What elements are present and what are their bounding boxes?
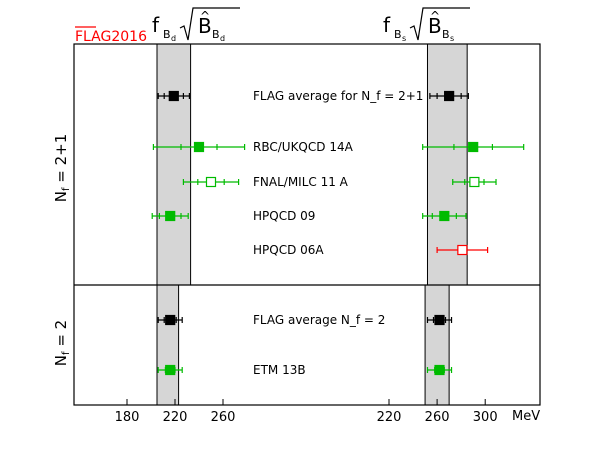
right-header-hat: ^ <box>430 9 440 23</box>
right-sqrt-sign <box>409 7 470 41</box>
marker <box>468 141 479 153</box>
data-point-left <box>152 141 246 153</box>
average-band-left-group-0 <box>156 43 192 286</box>
left-header-b: B <box>198 14 212 38</box>
x-tick-label-left: 180 <box>115 410 140 425</box>
right-header: f B s B ^ B s <box>383 7 470 43</box>
marker <box>439 210 450 222</box>
row-label: FLAG average N_f = 2 <box>253 313 385 327</box>
right-header-b-subsub: s <box>450 34 454 43</box>
marker <box>444 90 455 102</box>
x-tick-label-left: 260 <box>211 410 236 425</box>
marker <box>165 210 176 222</box>
row-label: FNAL/MILC 11 A <box>253 175 349 189</box>
data-point-left <box>157 314 183 326</box>
data-point-right <box>436 244 489 256</box>
left-header-b-sub: B <box>212 28 220 41</box>
data-point-left <box>151 210 189 222</box>
data-points <box>151 90 525 376</box>
left-header-subsub: d <box>171 34 176 43</box>
left-sqrt-sign <box>179 7 240 41</box>
right-header-sub: B <box>394 28 402 41</box>
data-point-right <box>426 314 453 326</box>
marker <box>457 244 468 256</box>
marker <box>434 314 445 326</box>
marker <box>165 314 176 326</box>
plot-frame <box>73 43 541 406</box>
x-tick-label-right: 300 <box>473 410 498 425</box>
left-header: f B d B ^ B d <box>152 7 240 43</box>
right-header-main: f <box>383 13 391 37</box>
row-label: HPQCD 09 <box>253 209 315 223</box>
data-point-right <box>426 364 453 376</box>
left-header-main: f <box>152 13 160 37</box>
unit-label: MeV <box>512 409 540 424</box>
x-tick-label-right: 220 <box>377 410 402 425</box>
marker <box>434 364 445 376</box>
marker <box>165 364 176 376</box>
average-band-left-group-1 <box>156 284 180 406</box>
row-label: RBC/UKQCD 14A <box>253 140 354 154</box>
data-point-left <box>157 90 190 102</box>
group-label-nf-2: Nf = 2 <box>52 320 72 366</box>
row-label: FLAG average for N_f = 2+1 <box>253 89 423 103</box>
flag-logo: FLAG2016 <box>75 29 147 45</box>
group-label-nf-2plus1: Nf = 2+1 <box>52 134 72 203</box>
left-header-sub: B <box>163 28 171 41</box>
data-point-right <box>422 141 525 153</box>
row-label: ETM 13B <box>253 363 306 377</box>
data-point-right <box>422 210 467 222</box>
row-labels: FLAG average for N_f = 2+1 RBC/UKQCD 14A F… <box>253 89 423 377</box>
right-header-b: B <box>428 14 442 38</box>
marker <box>168 90 179 102</box>
plot-border <box>73 43 541 406</box>
data-point-right <box>429 90 469 102</box>
right-header-subsub: s <box>402 34 406 43</box>
marker <box>205 176 217 188</box>
left-header-b-subsub: d <box>220 34 225 43</box>
row-label: HPQCD 06A <box>253 243 324 257</box>
average-band-right-group-1 <box>424 284 450 406</box>
data-point-right <box>452 176 497 188</box>
marker <box>469 176 480 188</box>
right-header-b-sub: B <box>442 28 450 41</box>
left-header-hat: ^ <box>200 9 210 23</box>
average-band-right-group-0 <box>426 43 468 286</box>
x-tick-label-right: 260 <box>425 410 450 425</box>
marker <box>193 141 205 153</box>
data-point-left <box>182 176 240 188</box>
data-point-left <box>157 364 183 376</box>
x-ticks: 180 220 260 220 260 300 <box>115 399 498 425</box>
x-tick-label-left: 220 <box>163 410 188 425</box>
